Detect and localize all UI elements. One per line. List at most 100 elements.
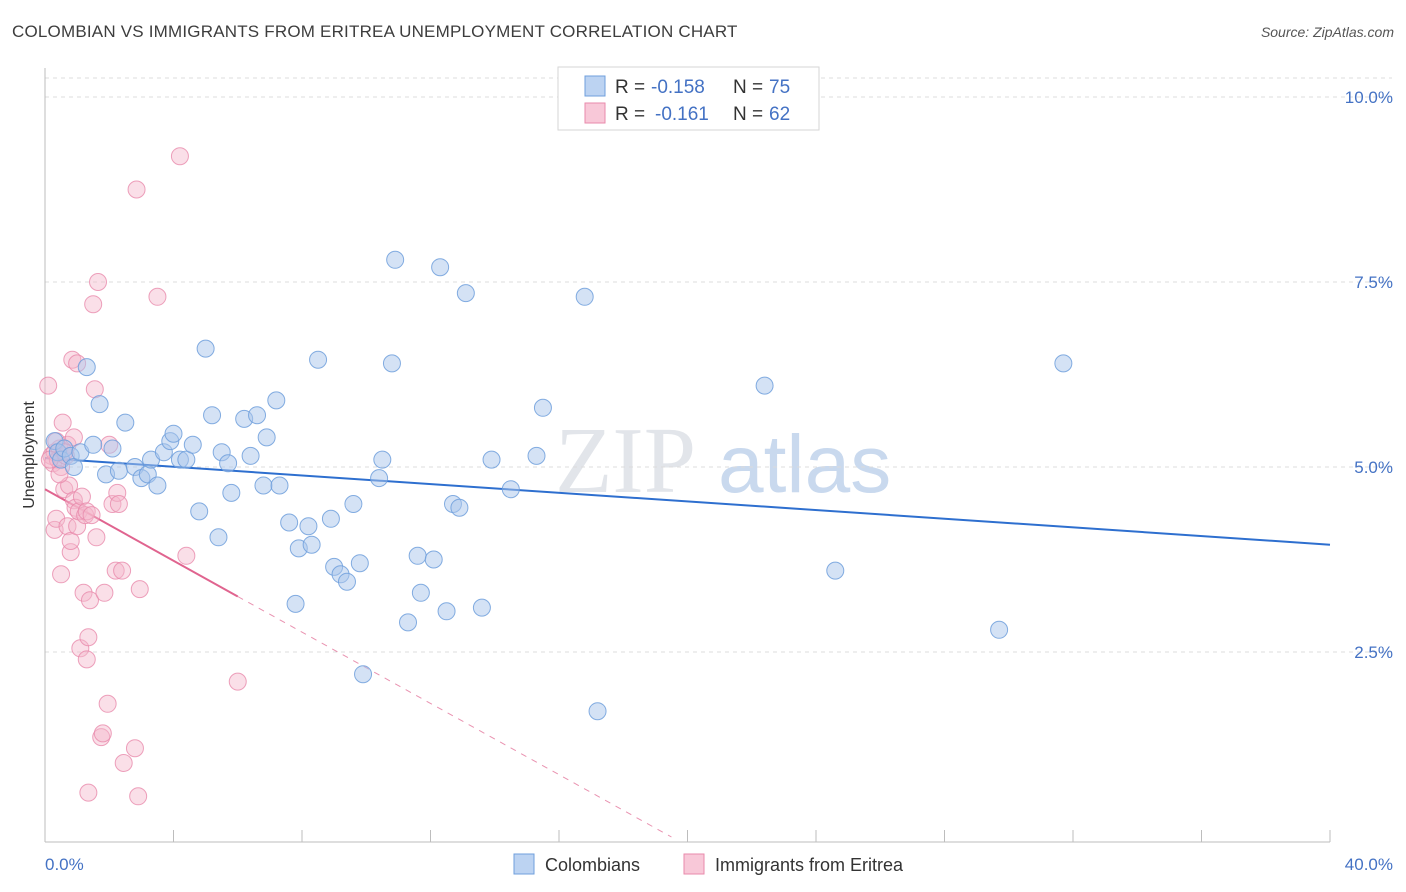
colombian-point	[437, 602, 456, 621]
legend-n-label: N =	[733, 77, 763, 98]
x-tick-label: 40.0%	[1345, 855, 1393, 874]
colombian-point	[248, 406, 267, 425]
colombian-point	[431, 258, 450, 277]
legend-swatch-colombians	[584, 75, 606, 97]
bottom-legend-swatch-colombians	[513, 853, 535, 875]
eritrea-point	[113, 561, 132, 580]
colombian-point	[408, 546, 427, 565]
y-tick-label: 2.5%	[1354, 643, 1393, 662]
eritrea-point	[87, 528, 106, 547]
colombian-point	[354, 665, 373, 684]
eritrea-point	[127, 180, 146, 199]
eritrea-point	[103, 495, 122, 513]
colombian-point	[337, 572, 356, 591]
colombian-point	[755, 376, 774, 395]
chart-source: Source: ZipAtlas.com	[1260, 24, 1394, 40]
colombian-point	[109, 461, 128, 480]
colombian-point	[219, 454, 238, 473]
eritrea-point	[52, 565, 71, 584]
colombian-point	[222, 483, 241, 502]
colombian-point	[84, 435, 103, 454]
legend-n-value: 62	[769, 104, 790, 125]
colombian-point	[456, 284, 475, 303]
x-tick-label: 0.0%	[45, 855, 84, 874]
colombian-point	[533, 398, 552, 417]
eritrea-point	[114, 754, 133, 772]
eritrea-point	[125, 739, 144, 758]
colombian-point	[302, 535, 321, 554]
eritrea-point	[74, 583, 93, 602]
colombian-point	[373, 450, 392, 469]
y-tick-label: 7.5%	[1354, 273, 1393, 292]
legend-r-label: R =	[615, 77, 645, 98]
colombian-point	[344, 495, 363, 513]
legend-n-label: N =	[733, 104, 763, 125]
colombian-point	[575, 287, 594, 306]
colombian-point	[482, 450, 501, 469]
colombian-point	[164, 424, 183, 443]
watermark-zip: ZIP	[555, 409, 696, 513]
eritrea-point	[170, 147, 189, 166]
bottom-legend-item-colombians[interactable]: Colombians	[513, 853, 640, 875]
y-axis-title: Unemployment	[21, 401, 38, 509]
colombian-point	[257, 428, 276, 447]
eritrea-trend-extension	[237, 596, 672, 838]
colombian-point	[116, 413, 135, 432]
y-tick-label: 10.0%	[1345, 88, 1393, 107]
colombian-point	[1054, 354, 1073, 373]
legend-swatch-eritrea	[584, 102, 606, 124]
legend-r-value: -0.158	[651, 77, 705, 98]
series-colombians	[45, 250, 1073, 721]
colombian-point	[382, 354, 401, 373]
colombian-point	[501, 480, 520, 499]
colombian-point	[990, 620, 1009, 639]
colombian-point	[472, 598, 491, 617]
colombian-point	[196, 339, 215, 358]
bottom-legend-item-eritrea[interactable]: Immigrants from Eritrea	[683, 853, 904, 875]
colombian-point	[286, 594, 305, 613]
gridlines	[45, 77, 1392, 653]
colombian-point	[588, 702, 607, 721]
eritrea-point	[108, 483, 127, 502]
legend-r-value: -0.161	[655, 104, 709, 125]
colombian-point	[148, 476, 167, 495]
eritrea-point	[177, 546, 196, 565]
legend-row-colombians[interactable]: R = -0.158 N = 75	[584, 75, 790, 98]
axes	[44, 68, 1331, 843]
colombian-point	[399, 613, 418, 632]
colombian-point	[527, 446, 546, 465]
colombian-point	[183, 435, 202, 454]
colombian-point	[826, 561, 845, 580]
eritrea-point	[79, 783, 98, 802]
watermark-atlas: atlas	[718, 419, 891, 510]
eritrea-point	[58, 517, 77, 536]
bottom-legend-label: Colombians	[545, 855, 640, 875]
eritrea-point	[148, 287, 167, 306]
eritrea-point	[47, 509, 66, 528]
eritrea-point	[77, 650, 96, 669]
legend-row-eritrea[interactable]: R = -0.161 N = 62	[584, 102, 790, 125]
trend-lines	[44, 457, 1331, 838]
colombian-point	[270, 476, 289, 495]
colombian-point	[90, 395, 109, 414]
colombian-point	[450, 498, 469, 517]
colombian-point	[309, 350, 328, 369]
eritrea-point	[93, 724, 112, 743]
colombian-point	[280, 513, 299, 532]
colombians-trend-line	[44, 457, 1331, 546]
eritrea-point	[98, 694, 117, 713]
colombian-point	[411, 583, 430, 602]
eritrea-point	[79, 628, 98, 647]
colombian-point	[321, 509, 340, 528]
eritrea-point	[82, 506, 101, 525]
colombian-point	[370, 469, 389, 488]
legend-r-label: R =	[615, 104, 645, 125]
colombian-point	[424, 550, 443, 569]
bottom-legend: Colombians Immigrants from Eritrea	[513, 853, 904, 875]
eritrea-point	[89, 273, 108, 291]
eritrea-point	[228, 672, 247, 691]
tick-labels: 2.5% 5.0% 7.5% 10.0% 0.0% 40.0%	[45, 88, 1393, 874]
colombian-point	[209, 528, 228, 547]
eritrea-point	[130, 580, 149, 599]
